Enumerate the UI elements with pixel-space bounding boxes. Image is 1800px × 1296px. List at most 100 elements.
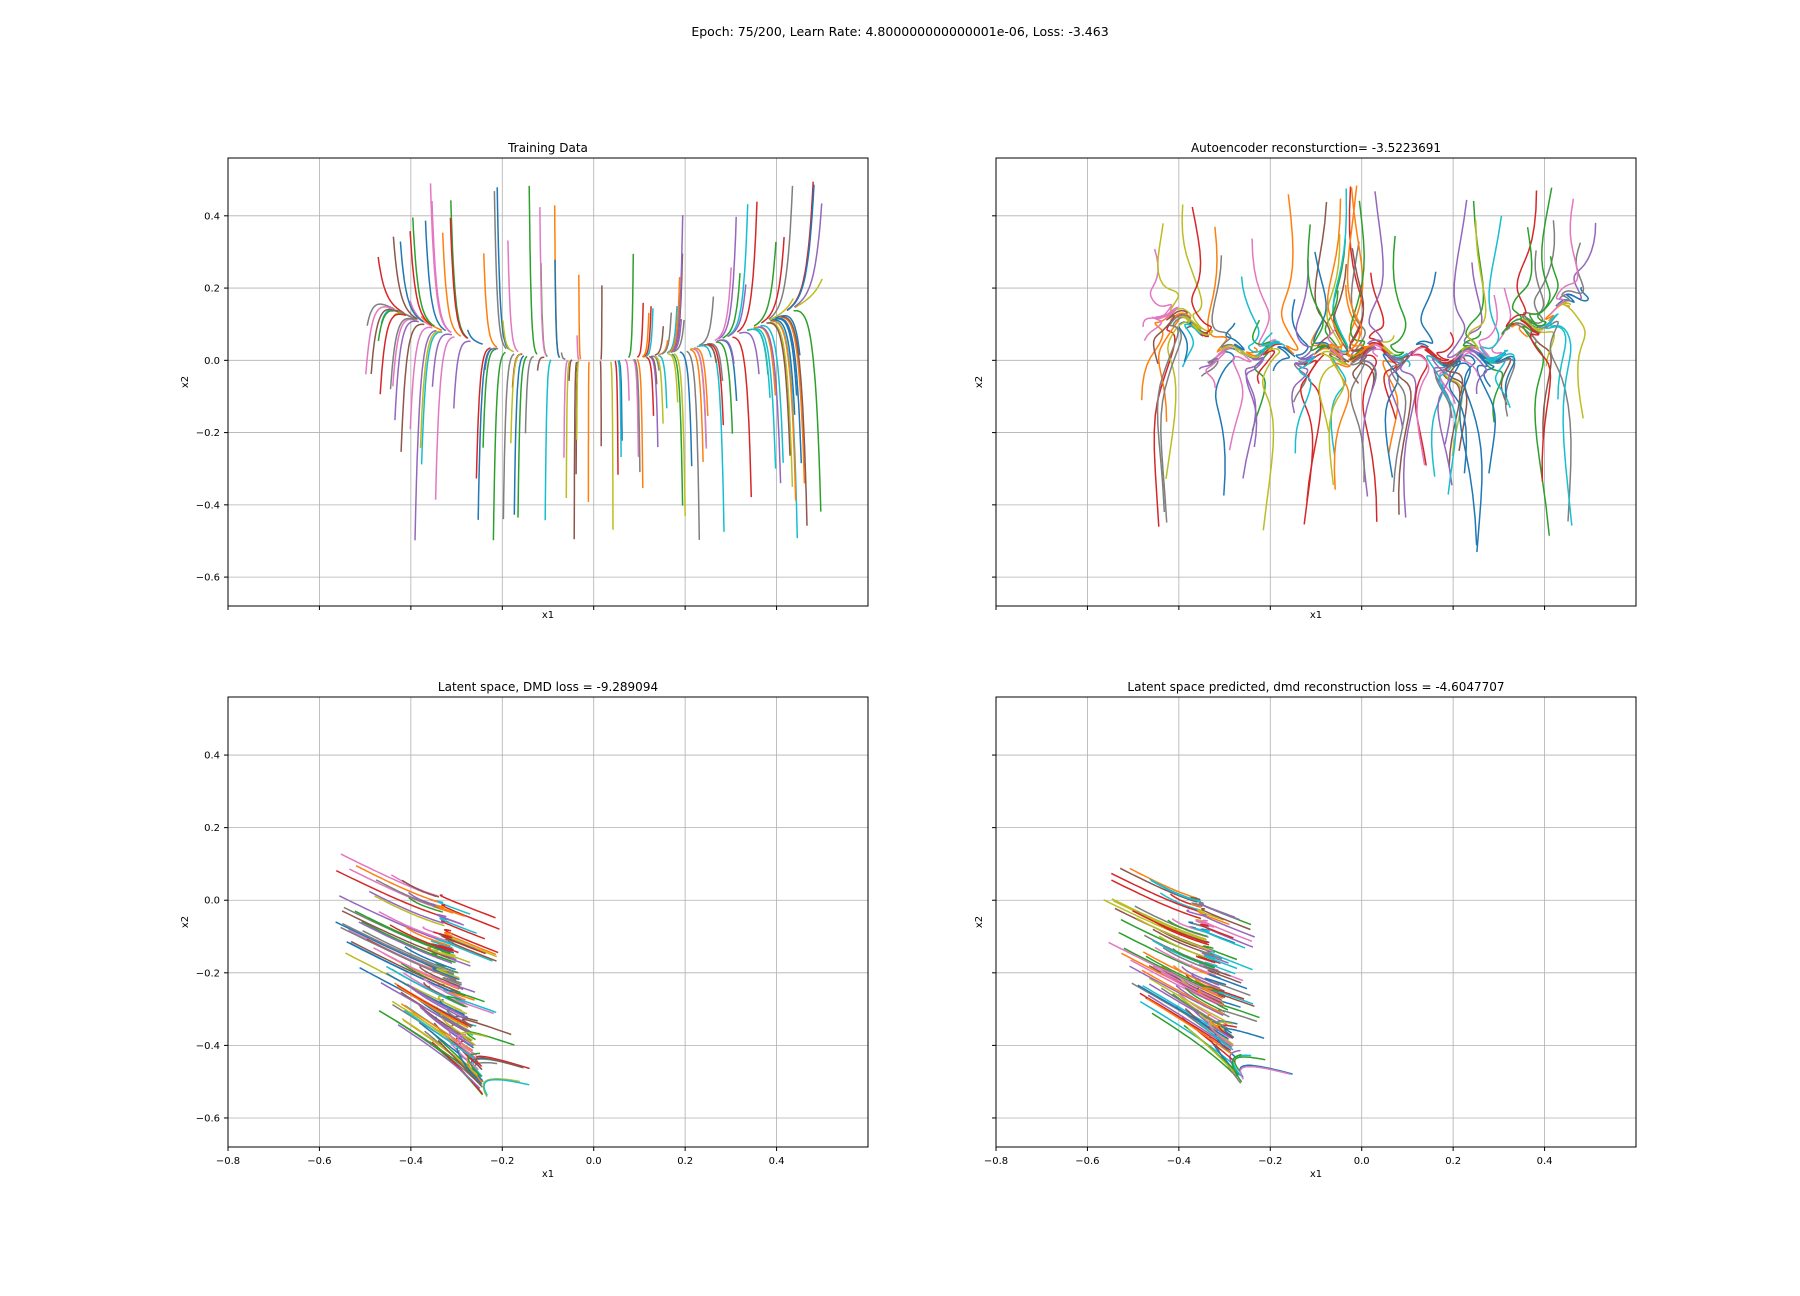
trajectory-line [461,1018,512,1036]
trajectory-line [1251,238,1277,350]
trajectory-line [397,986,468,1028]
trajectory-line [536,356,545,371]
trajectory-line [636,358,644,489]
y-axis-label: x2 [180,916,191,928]
trajectory-line [1152,309,1188,364]
trajectory-line [1148,977,1226,1022]
trajectory-line [661,312,673,355]
trajectory-line [438,944,459,954]
trajectory-line [1242,356,1264,479]
y-tick-label: −0.4 [196,1041,220,1052]
y-tick-label: 0.4 [204,751,220,762]
trajectory-line [524,355,534,434]
trajectory-line [1366,191,1384,345]
y-axis-label: x2 [974,376,985,388]
trajectory-line [431,333,453,387]
trajectory-line [1318,350,1337,433]
x-tick-label: 0.2 [677,1156,693,1167]
trajectory-line [418,965,461,988]
trajectory-line [433,931,451,938]
grid [995,697,1636,1147]
subplot-latent-space-predicted: −0.8 −0.6 −0.4 −0.2 0.0 0.2 0.4 Latent space pr… [974,680,1637,1180]
x-tick-label: −0.6 [307,1156,331,1167]
trajectory-line [412,217,435,327]
trajectory-line [441,232,462,337]
trajectory-line [1484,357,1511,408]
trajectory-line [1152,965,1222,1002]
trajectory-line [477,348,493,520]
trajectory-line [1204,955,1238,970]
x-tick-label: −0.4 [399,1156,423,1167]
trajectory-line [671,353,684,506]
trajectory-line [507,240,519,353]
trajectory-line [1452,352,1478,546]
trajectory-line [1202,987,1224,999]
trajectory-line [472,1058,499,1078]
trajectory-line [1558,222,1597,302]
trajectory-line [1208,1019,1234,1047]
trajectory-line [399,241,424,323]
trajectory-line [1123,947,1219,995]
trajectory-line [1555,286,1589,307]
trajectory-line [1141,969,1224,1015]
trajectory-line [643,306,652,358]
x-tick-label: −0.8 [984,1156,1008,1167]
trajectory-line [409,231,433,327]
trajectory-line [1217,1009,1258,1023]
subplot-title: Autoencoder reconsturction= -3.5223691 [1191,141,1441,155]
axes-frame [227,696,869,1148]
trajectory-line [1361,346,1378,522]
trajectory-line [1184,987,1226,1013]
trajectory-line [366,303,395,326]
trajectory-line [1522,318,1556,367]
trajectory-line [563,360,569,458]
trajectory-line [420,331,443,465]
y-tick-label: 0.0 [204,356,220,367]
trajectory-line [1525,256,1559,327]
trajectory-line [539,207,548,357]
trajectory-line [496,187,510,350]
trajectory-line [443,928,499,954]
trajectory-line [437,1039,482,1087]
x-tick-label: 0.0 [586,1156,602,1167]
trajectory-line [1205,346,1234,389]
trajectory-line [408,897,444,913]
trajectory-line [1412,345,1430,466]
trajectory-line [1390,235,1407,357]
trajectory-line [1160,316,1195,523]
trajectory-line [739,331,760,375]
trajectory-line [696,345,712,358]
trajectory-line [442,935,486,955]
trajectory-line [1111,898,1206,940]
trajectory-line [1181,323,1207,368]
trajectory-line [1326,198,1344,360]
trajectory-line [657,354,668,409]
trajectory-line [1156,314,1192,513]
trajectory-line [1181,204,1214,337]
trajectory-line [1158,966,1222,1001]
trajectory-line [1135,917,1210,951]
trajectory-line [340,926,456,981]
trajectory-line [436,900,471,915]
trajectory-line [456,1047,483,1085]
trajectory-line [1361,346,1377,497]
trajectory-line [1368,272,1385,348]
trajectory-line [1453,350,1479,377]
trajectory-line [1261,332,1286,349]
trajectory-line [1200,923,1234,939]
trajectory-line [435,938,453,946]
trajectory-line [419,330,442,448]
y-axis-label: x2 [974,916,985,928]
trajectory-line [618,360,623,441]
trajectory-line [1129,965,1224,1017]
trajectory-line [671,215,684,352]
trajectory-line [466,329,483,345]
y-tick-label: 0.2 [204,284,220,295]
grid [227,697,868,1147]
trajectory-line [1172,948,1216,969]
trajectory-line [1410,345,1428,466]
trajectory-line [732,336,753,498]
trajectory-line [368,890,444,925]
y-tick-label: 0.2 [204,823,220,834]
trajectory-line [1272,346,1296,372]
